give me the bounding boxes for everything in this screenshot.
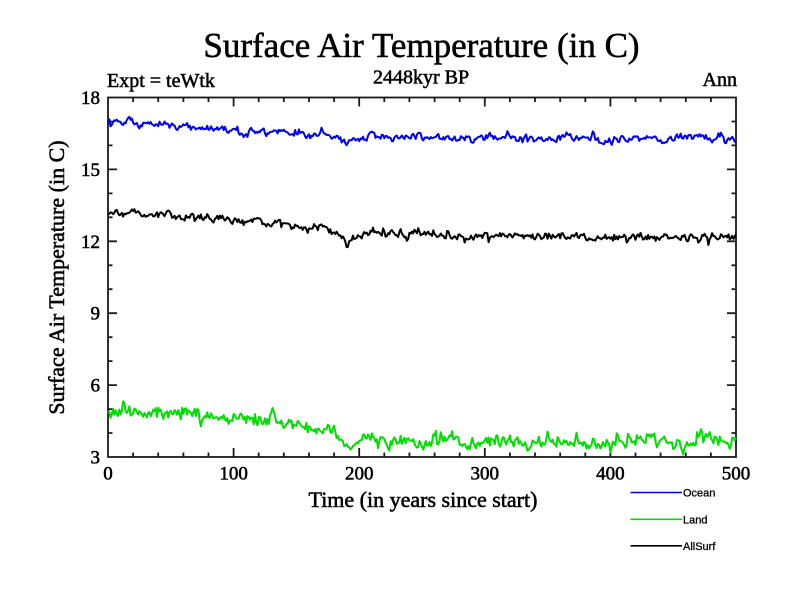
svg-text:AllSurf: AllSurf (683, 541, 716, 553)
svg-text:Expt = teWtk: Expt = teWtk (107, 70, 215, 92)
svg-text:Ocean: Ocean (683, 488, 715, 500)
svg-text:Ann: Ann (703, 69, 737, 91)
svg-text:100: 100 (219, 464, 248, 485)
svg-text:12: 12 (81, 232, 100, 253)
svg-text:9: 9 (91, 304, 101, 325)
svg-text:18: 18 (81, 88, 100, 109)
svg-text:Land: Land (683, 514, 707, 526)
svg-text:400: 400 (596, 464, 625, 485)
svg-text:Time (in years since start): Time (in years since start) (309, 487, 538, 512)
svg-text:Surface Air Temperature (in C): Surface Air Temperature (in C) (203, 26, 639, 65)
svg-text:200: 200 (345, 464, 374, 485)
svg-text:2448kyr BP: 2448kyr BP (373, 67, 469, 89)
svg-text:0: 0 (103, 464, 113, 485)
svg-text:500: 500 (722, 464, 751, 485)
svg-text:15: 15 (81, 160, 100, 181)
svg-text:6: 6 (91, 376, 101, 397)
svg-text:Surface Air Temperature (in C): Surface Air Temperature (in C) (44, 140, 69, 414)
svg-text:300: 300 (471, 464, 500, 485)
svg-text:3: 3 (91, 448, 101, 469)
